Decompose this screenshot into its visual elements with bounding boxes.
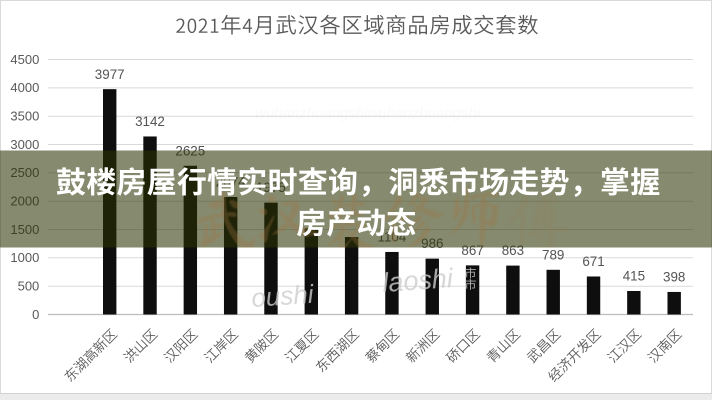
svg-text:671: 671: [582, 254, 604, 269]
svg-text:4000: 4000: [10, 80, 39, 95]
svg-text:3142: 3142: [135, 114, 165, 129]
svg-text:500: 500: [18, 279, 40, 294]
svg-text:wuhanzhuangshiwuhanzhuangshi: wuhanzhuangshiwuhanzhuangshi: [255, 105, 481, 122]
svg-text:3500: 3500: [10, 109, 39, 124]
svg-text:laoshi: laoshi: [381, 263, 454, 298]
svg-text:789: 789: [542, 247, 564, 262]
svg-text:1000: 1000: [10, 250, 39, 265]
svg-text:oushi: oushi: [250, 279, 315, 313]
svg-text:3000: 3000: [10, 137, 39, 152]
svg-text:398: 398: [663, 270, 685, 285]
svg-text:0: 0: [32, 307, 39, 322]
svg-text:3977: 3977: [95, 67, 125, 82]
svg-text:415: 415: [623, 269, 645, 284]
svg-text:4500: 4500: [10, 52, 39, 67]
